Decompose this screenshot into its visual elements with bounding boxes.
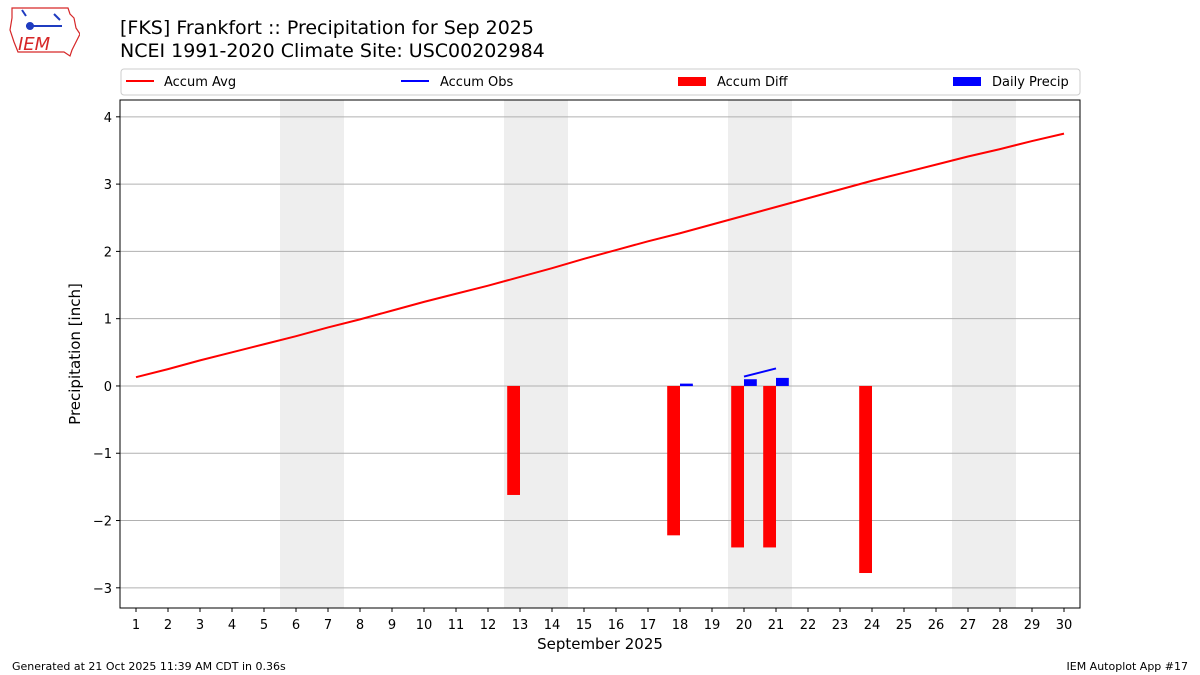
- x-tick-label: 24: [864, 618, 881, 633]
- y-axis-ticks: −3 −2 −1 0 1 2 3 4: [93, 111, 120, 597]
- legend-label-accum-diff: Accum Diff: [717, 75, 789, 90]
- weekend-band: [952, 100, 1016, 608]
- generated-timestamp: Generated at 21 Oct 2025 11:39 AM CDT in…: [12, 660, 286, 673]
- line-series: [135, 132, 1065, 386]
- x-tick-label: 2: [164, 618, 172, 633]
- x-tick-label: 19: [704, 618, 721, 633]
- x-tick-label: 14: [544, 618, 561, 633]
- y-tick-label: 4: [104, 111, 112, 126]
- x-tick-label: 10: [416, 618, 433, 633]
- y-gridlines: [120, 116, 1080, 589]
- legend-label-accum-obs: Accum Obs: [440, 75, 513, 90]
- y-tick-label: 1: [104, 313, 112, 328]
- x-tick-label: 21: [768, 618, 785, 633]
- x-tick-label: 22: [800, 618, 817, 633]
- accum-obs-line: [743, 367, 777, 378]
- x-tick-label: 18: [672, 618, 689, 633]
- x-tick-label: 13: [512, 618, 529, 633]
- chart-subtitle: NCEI 1991-2020 Climate Site: USC00202984: [120, 40, 545, 62]
- x-tick-label: 8: [356, 618, 364, 633]
- x-tick-label: 4: [228, 618, 236, 633]
- legend-swatch-daily-precip: [953, 77, 981, 86]
- y-tick-label: −3: [93, 582, 112, 597]
- x-tick-label: 20: [736, 618, 753, 633]
- x-tick-label: 15: [576, 618, 593, 633]
- legend-label-daily-precip: Daily Precip: [992, 75, 1069, 90]
- weekend-band: [504, 100, 568, 608]
- x-tick-label: 1: [132, 618, 140, 633]
- y-tick-label: −1: [93, 447, 112, 462]
- x-tick-label: 29: [1024, 618, 1041, 633]
- x-tick-label: 16: [608, 618, 625, 633]
- y-tick-label: 0: [104, 380, 112, 395]
- accum-diff-bar: [667, 385, 680, 536]
- svg-text:IEM: IEM: [18, 34, 51, 55]
- x-tick-label: 17: [640, 618, 657, 633]
- x-tick-label: 28: [992, 618, 1009, 633]
- x-axis-label: September 2025: [537, 635, 663, 653]
- accum-diff-bar: [859, 385, 872, 574]
- legend: Accum Avg Accum Obs Accum Diff Daily Pre…: [120, 68, 1081, 96]
- x-axis-ticks: 1 2 3 4 5 6 7 8 9 10 11 12 13 14 15 16 17 18 19 20 21 22 23 24 2…: [132, 608, 1072, 633]
- app-id-label: IEM Autoplot App #17: [1066, 660, 1189, 673]
- daily-precip-bar: [776, 377, 789, 386]
- x-tick-label: 23: [832, 618, 849, 633]
- x-tick-label: 27: [960, 618, 977, 633]
- x-tick-label: 12: [480, 618, 497, 633]
- daily-precip-bar: [744, 379, 757, 386]
- x-tick-label: 3: [196, 618, 204, 633]
- accum-diff-bar: [507, 385, 520, 495]
- x-tick-label: 30: [1056, 618, 1073, 633]
- legend-swatch-accum-diff: [678, 77, 706, 86]
- legend-label-accum-avg: Accum Avg: [164, 75, 236, 90]
- x-tick-label: 11: [448, 618, 465, 633]
- bar-series: [507, 377, 872, 574]
- y-tick-label: 3: [104, 178, 112, 193]
- x-tick-label: 6: [292, 618, 300, 633]
- y-axis-label: Precipitation [inch]: [66, 283, 84, 425]
- plot-frame: [119, 99, 1081, 609]
- accum-avg-line: [135, 132, 1065, 379]
- accum-diff-bar: [763, 385, 776, 548]
- weekend-band: [280, 100, 344, 608]
- x-tick-label: 25: [896, 618, 913, 633]
- y-tick-label: 2: [104, 245, 112, 260]
- weekend-shading: [280, 100, 1016, 608]
- y-tick-label: −2: [93, 515, 112, 530]
- chart-title: [FKS] Frankfort :: Precipitation for Sep…: [120, 17, 534, 39]
- accum-diff-bar: [731, 385, 744, 548]
- x-tick-label: 9: [388, 618, 396, 633]
- iem-logo: IEM: [9, 7, 80, 57]
- x-tick-label: 7: [324, 618, 332, 633]
- x-tick-label: 5: [260, 618, 268, 633]
- x-tick-label: 26: [928, 618, 945, 633]
